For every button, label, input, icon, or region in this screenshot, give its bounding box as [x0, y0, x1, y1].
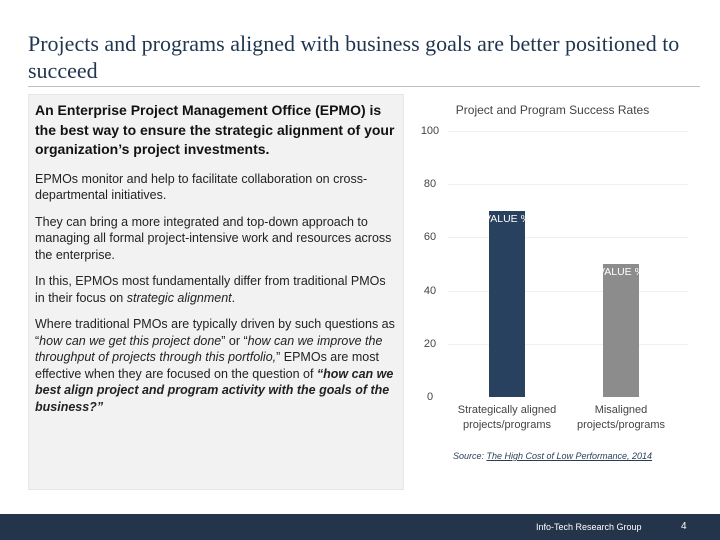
gridline — [448, 184, 688, 186]
text-panel: An Enterprise Project Management Office … — [28, 94, 404, 490]
paragraph-text: ” or “ — [221, 333, 248, 348]
y-tick-label: 100 — [420, 125, 440, 137]
source-prefix: Source: — [452, 451, 487, 461]
paragraph-text: ” EPMOs are most effective when they are… — [35, 350, 379, 381]
source-link[interactable]: The High Cost of Low Performance, 2014 — [486, 451, 653, 461]
y-tick-label: 40 — [423, 284, 437, 297]
paragraph-text: . — [231, 290, 236, 305]
paragraph-collaboration: EPMOs monitor and help to facilitate col… — [35, 171, 368, 203]
gridline — [448, 290, 688, 292]
chart-title: Project and Program Success Rates — [455, 103, 650, 117]
paragraph-text: In this, EPMOs most fundamentally differ… — [35, 274, 386, 305]
data-label: VALUE % — [598, 266, 644, 278]
emphasis-strategic-alignment: strategic alignment — [126, 290, 232, 305]
paragraph-strategic-alignment: In this, EPMOs most fundamentally differ… — [35, 273, 397, 306]
data-label: VALUE % — [484, 212, 530, 225]
title-divider — [28, 86, 700, 87]
source-note: Source: The High Cost of Low Performance… — [430, 451, 675, 461]
y-tick-label: 80 — [423, 178, 437, 191]
gridline — [448, 131, 688, 132]
key-question: “how can we best align project and progr… — [35, 366, 394, 414]
quote-project-done: how can we get this project done — [39, 333, 222, 348]
bar-strategically-aligned — [489, 210, 525, 397]
paragraph-integrated-approach: They can bring a more integrated and top… — [35, 214, 392, 262]
y-tick-label: 20 — [423, 337, 437, 350]
category-label: Strategically aligned projects/programs — [457, 404, 557, 431]
category-label: Misaligned projects/programs — [576, 404, 666, 431]
lead-statement: An Enterprise Project Management Office … — [35, 102, 395, 157]
y-tick-label: 0 — [426, 391, 434, 403]
quote-throughput: how can we improve the throughput of pro… — [35, 333, 383, 365]
footer-organization: Info-Tech Research Group — [536, 522, 642, 532]
y-tick-label: 60 — [423, 231, 437, 244]
gridline — [448, 237, 688, 239]
footer-bar: Info-Tech Research Group 4 — [0, 514, 720, 540]
bar-misaligned — [603, 264, 639, 397]
page-number: 4 — [681, 521, 687, 532]
slide-title: Projects and programs aligned with busin… — [28, 31, 680, 83]
paragraph-text: Where traditional PMOs are typically dri… — [35, 317, 395, 348]
gridline — [448, 343, 688, 345]
paragraph-key-question: Where traditional PMOs are typically dri… — [35, 316, 397, 415]
